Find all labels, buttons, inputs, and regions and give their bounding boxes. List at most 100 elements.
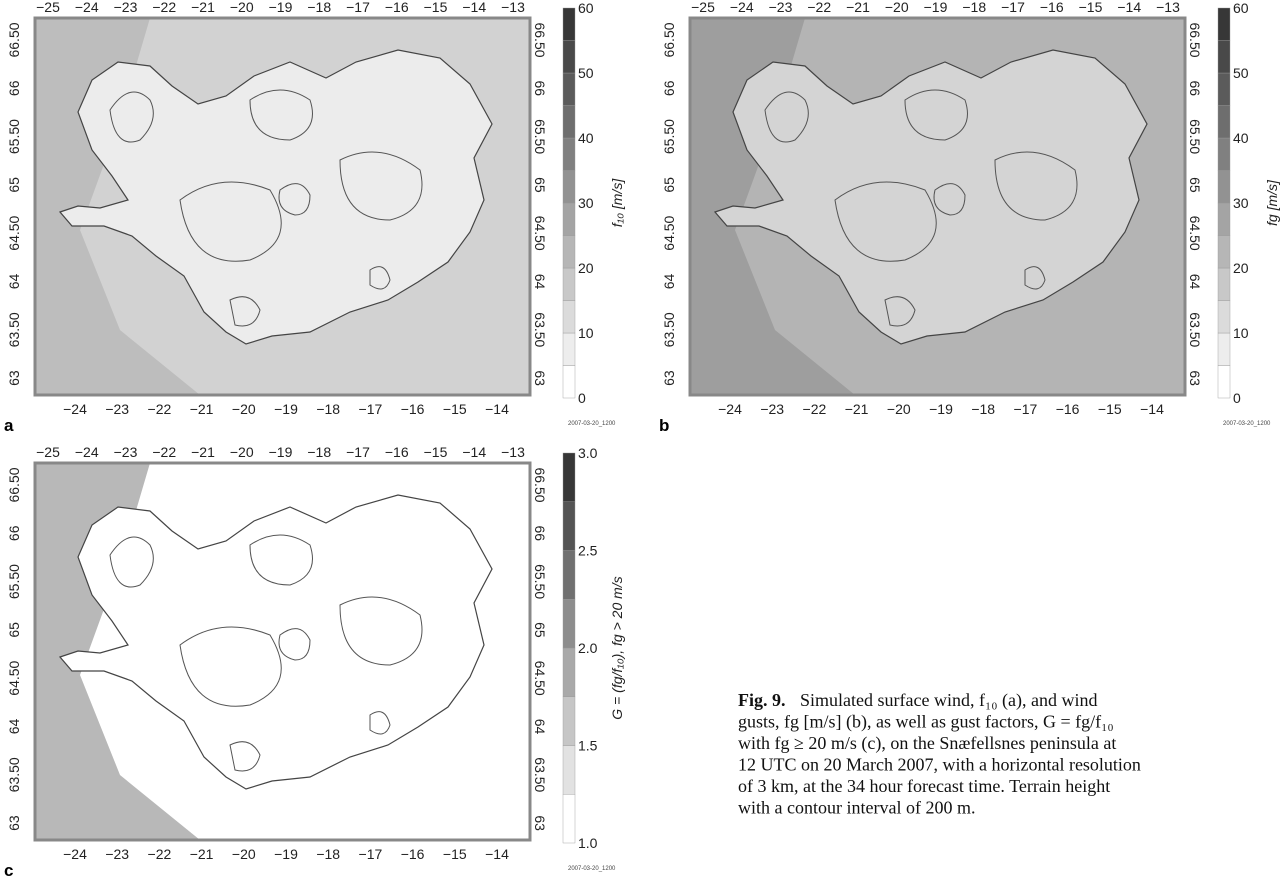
right-tick-label: 63 [1187, 370, 1203, 386]
bottom-tick-label: −22 [148, 401, 172, 417]
colorbar-tick-label: 40 [1233, 130, 1249, 146]
right-tick-label: 64.50 [532, 661, 548, 696]
right-tick-label: 64.50 [1187, 216, 1203, 251]
bottom-tick-label: −17 [359, 401, 383, 417]
terrain-contour [229, 741, 261, 772]
colorbar-tick-label: 3.0 [578, 445, 598, 461]
right-tick-label: 64 [532, 719, 548, 735]
colorbar-band [1217, 170, 1231, 204]
bottom-tick-label: −19 [274, 401, 298, 417]
top-tick-label: −22 [152, 444, 176, 460]
right-tick-label: 66 [1187, 81, 1203, 97]
bottom-tick-label: −24 [718, 401, 742, 417]
right-tick-label: 65 [532, 177, 548, 193]
left-tick-label: 65.50 [6, 119, 22, 154]
right-tick-label: 64 [1187, 274, 1203, 290]
top-tick-label: −21 [191, 0, 215, 15]
caption-line: with fg ≥ 20 m/s (c), on the Snæfellsnes… [738, 733, 1116, 754]
bottom-tick-label: −22 [803, 401, 827, 417]
bottom-tick-label: −17 [359, 846, 383, 862]
top-tick-label: −18 [962, 0, 986, 15]
bottom-tick-label: −18 [316, 401, 340, 417]
left-tick-label: 65.50 [6, 564, 22, 599]
colorbar-band [562, 696, 576, 746]
colorbar-band [562, 452, 576, 502]
colorbar-label: f₁₀ [m/s] [609, 178, 625, 228]
top-tick-label: −13 [1156, 0, 1180, 15]
top-tick-label: −17 [346, 0, 370, 15]
terrain-contour [764, 91, 809, 143]
top-tick-label: −15 [1079, 0, 1103, 15]
bottom-tick-label: −19 [274, 846, 298, 862]
colorbar-tick-label: 1.0 [578, 835, 598, 851]
panel: −25 −24 −23 −22 −21 −20 −19 −18 −17 −16 −15 −14 −13−… [659, 0, 1280, 435]
right-tick-label: 63.50 [1187, 312, 1203, 347]
right-tick-label: 63.50 [532, 757, 548, 792]
colorbar-band [1217, 72, 1231, 106]
colorbar-tick-label: 10 [578, 325, 594, 341]
colorbar-band [1217, 332, 1231, 366]
right-tick-label: 66.50 [532, 22, 548, 57]
panel: −25 −24 −23 −22 −21 −20 −19 −18 −17 −16 −15 −14 −13−… [4, 444, 625, 880]
terrain-contour [369, 711, 391, 735]
colorbar-band [562, 647, 576, 697]
bottom-tick-label: −16 [401, 846, 425, 862]
top-tick-label: −18 [307, 0, 331, 15]
bottom-tick-label: −18 [316, 846, 340, 862]
left-tick-label: 65 [6, 622, 22, 638]
colorbar-band [562, 550, 576, 600]
top-tick-label: −17 [346, 444, 370, 460]
top-tick-label: −18 [307, 444, 331, 460]
top-tick-label: −13 [501, 0, 525, 15]
left-tick-label: 63 [6, 815, 22, 831]
colorbar-tick-label: 0 [1233, 390, 1241, 406]
island-outline [58, 494, 493, 790]
top-tick-label: −19 [924, 0, 948, 15]
colorbar-tick-label: 50 [1233, 65, 1249, 81]
colorbar-label: fg [m/s] [1264, 179, 1280, 226]
colorbar-tick-label: 40 [578, 130, 594, 146]
bottom-tick-label: −14 [1140, 401, 1164, 417]
top-tick-label: −24 [730, 0, 754, 15]
panel: −25 −24 −23 −22 −21 −20 −19 −18 −17 −16 −15 −14 −13−… [4, 0, 625, 435]
left-tick-label: 66 [6, 80, 22, 96]
bottom-tick-label: −21 [845, 401, 869, 417]
terrain-contour [933, 183, 966, 216]
top-tick-label: −14 [462, 0, 486, 15]
left-tick-label: 66.50 [6, 22, 22, 57]
left-tick-label: 64 [6, 719, 22, 735]
colorbar-band [1217, 105, 1231, 139]
top-tick-label: −14 [462, 444, 486, 460]
panel-letter: b [659, 416, 669, 435]
colorbar-band [562, 72, 576, 106]
left-tick-label: 63.50 [6, 757, 22, 792]
bottom-tick-label: −22 [148, 846, 172, 862]
colorbar-band [562, 300, 576, 334]
terrain-contour [994, 151, 1078, 221]
terrain-contour [179, 626, 282, 707]
terrain-contour [1024, 266, 1046, 290]
top-tick-label: −21 [191, 444, 215, 460]
colorbar-band [1217, 267, 1231, 301]
top-tick-label: −24 [75, 0, 99, 15]
left-tick-label: 66.50 [6, 467, 22, 502]
bottom-tick-label: −15 [443, 846, 467, 862]
colorbar-tick-label: 20 [578, 260, 594, 276]
top-tick-label: −16 [385, 0, 409, 15]
left-tick-label: 64.50 [661, 215, 677, 250]
terrain-contour [834, 181, 937, 262]
map-frame [688, 16, 1187, 397]
colorbar-band [562, 137, 576, 171]
terrain-contour [179, 181, 282, 262]
top-tick-label: −19 [269, 444, 293, 460]
top-tick-label: −15 [424, 0, 448, 15]
colorbar-tick-label: 0 [578, 390, 586, 406]
top-tick-label: −23 [114, 444, 138, 460]
colorbar-tick-label: 10 [1233, 325, 1249, 341]
left-tick-label: 64 [6, 274, 22, 290]
terrain-contour [229, 296, 261, 327]
right-tick-label: 65.50 [532, 564, 548, 599]
left-tick-label: 63.50 [6, 312, 22, 347]
terrain-contour [339, 151, 423, 221]
